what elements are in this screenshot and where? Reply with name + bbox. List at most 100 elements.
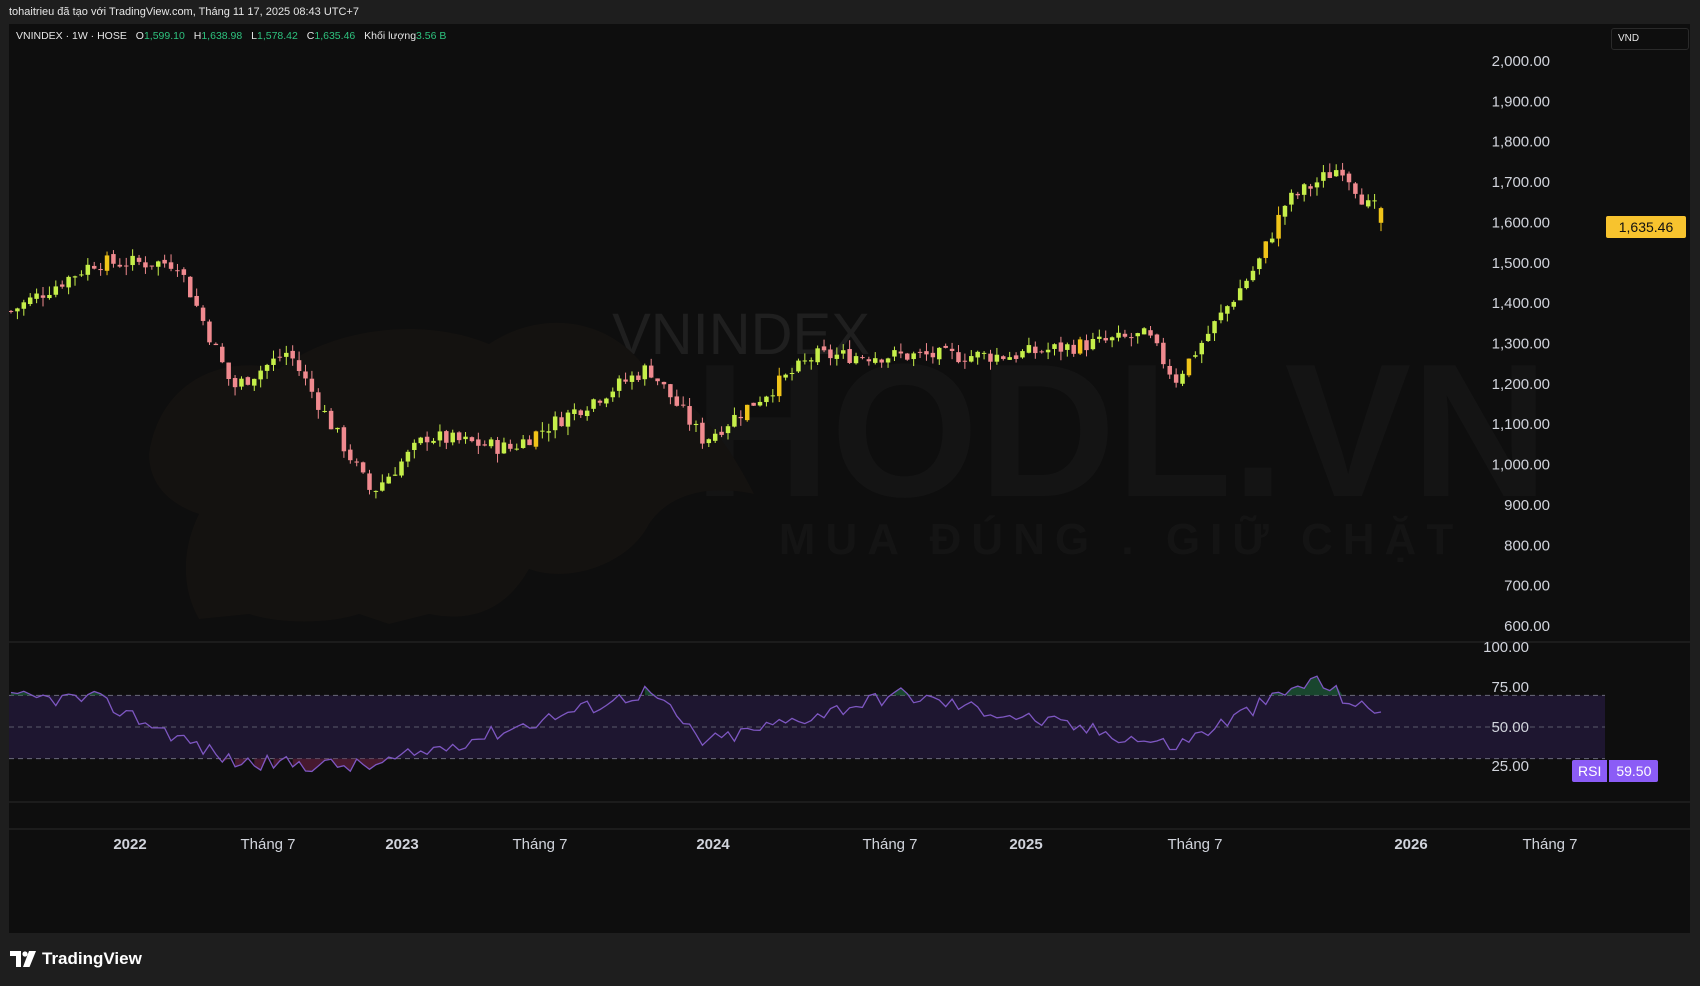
candle	[79, 270, 84, 277]
candle	[988, 349, 993, 370]
candle	[418, 436, 423, 446]
candle-body	[943, 345, 948, 348]
candle-body	[123, 265, 129, 267]
rsi-oversold-fill	[222, 758, 402, 772]
candle-body	[264, 364, 270, 371]
candle-body	[700, 422, 705, 444]
candle-body	[578, 410, 584, 416]
candle-body	[117, 264, 123, 267]
chart-canvas[interactable]: VNINDEX HODL.VN MUA ĐÚNG . GIỮ CHẶT 2,00…	[9, 24, 1690, 933]
price-tick-label: 900.00	[1504, 497, 1550, 514]
candle	[1301, 183, 1307, 202]
candle-body	[981, 352, 987, 354]
candle-body	[725, 426, 731, 434]
candle	[744, 404, 750, 422]
candle-body	[1020, 351, 1025, 358]
time-tick-label: 2026	[1394, 836, 1427, 853]
candle	[9, 309, 14, 314]
watermark-brand: HODL.VN	[694, 325, 1549, 537]
candle-body	[962, 360, 968, 362]
candle-body	[546, 431, 551, 433]
candle-body	[72, 276, 78, 278]
candle-body	[1071, 344, 1076, 354]
candle-body	[879, 359, 884, 363]
candle	[1122, 329, 1128, 339]
candle-body	[1116, 332, 1121, 338]
candle-body	[885, 358, 891, 363]
candle-body	[1109, 337, 1115, 341]
candle-body	[924, 351, 929, 355]
time-tick-label: Tháng 7	[1522, 836, 1577, 853]
candle-body	[252, 378, 257, 386]
candle-body	[1052, 344, 1057, 349]
candle-body	[674, 396, 680, 406]
tradingview-logo[interactable]: TradingView	[10, 949, 142, 969]
candle-body	[1001, 356, 1006, 359]
rsi-tick-label: 25.00	[1491, 758, 1529, 775]
candle-body	[1173, 374, 1179, 383]
candle-body	[751, 402, 756, 406]
time-axis[interactable]: 2022 Tháng 7 2023 Tháng 7 2024 Tháng 7 2025 Thá…	[113, 836, 1577, 853]
candle	[783, 373, 788, 381]
candle	[40, 287, 46, 307]
candle	[1065, 342, 1070, 357]
candle-body	[757, 401, 763, 406]
candle	[520, 434, 526, 449]
candle	[91, 261, 97, 270]
symbol-legend[interactable]: VNINDEX · 1W · HOSE O1,599.10 H1,638.98 …	[16, 30, 446, 42]
candle	[1237, 279, 1243, 301]
volume-label: Khối lượng	[364, 30, 417, 42]
candle	[911, 351, 916, 367]
candle	[873, 352, 878, 365]
candle-body	[1148, 330, 1153, 336]
rsi-axis[interactable]: 100.00 75.00 50.00 25.00	[1483, 639, 1529, 775]
candle-body	[412, 442, 417, 451]
candle	[969, 350, 974, 363]
price-axis[interactable]: 2,000.00 1,900.00 1,800.00 1,700.00 1,600.00…	[1492, 53, 1550, 635]
candle	[444, 429, 449, 450]
candle-body	[1058, 342, 1064, 352]
candle	[303, 364, 308, 386]
price-tick-label: 1,600.00	[1492, 214, 1550, 231]
time-tick-label: Tháng 7	[1167, 836, 1222, 853]
candle	[668, 383, 673, 405]
candle	[1109, 336, 1115, 348]
low-value: 1,578.42	[256, 30, 298, 42]
watermark-slogan: MUA ĐÚNG . GIỮ CHẶT	[779, 514, 1463, 564]
currency-selector[interactable]: VND	[1611, 28, 1689, 50]
candle-body	[162, 259, 167, 264]
candle	[680, 396, 686, 408]
price-tick-label: 1,100.00	[1492, 416, 1550, 433]
time-tick-label: 2023	[385, 836, 418, 853]
candle-body	[136, 257, 142, 262]
candle-body	[335, 427, 340, 430]
candle-body	[834, 354, 840, 359]
candle-body	[853, 356, 859, 364]
candle-body	[1250, 270, 1256, 281]
candle-body	[85, 264, 91, 275]
candle	[232, 375, 238, 396]
candle-body	[732, 414, 737, 427]
candle-body	[21, 302, 27, 309]
candle-body	[1225, 306, 1230, 314]
candle	[1289, 189, 1294, 212]
candle	[1186, 358, 1192, 378]
price-tick-label: 1,800.00	[1492, 134, 1550, 151]
candle-body	[815, 348, 820, 363]
candle-body	[405, 451, 411, 462]
candle	[316, 388, 321, 419]
candle-body	[1154, 334, 1160, 344]
candle-body	[40, 295, 46, 298]
candle	[469, 436, 475, 443]
candle	[53, 280, 59, 298]
candle	[1205, 325, 1211, 343]
candle	[937, 347, 942, 365]
candle-body	[437, 431, 443, 441]
candle	[1020, 349, 1025, 359]
candle	[1257, 257, 1262, 275]
candle	[930, 346, 936, 364]
price-tick-label: 2,000.00	[1492, 53, 1550, 70]
candle-body	[565, 412, 571, 427]
chart-panel[interactable]: VNINDEX HODL.VN MUA ĐÚNG . GIỮ CHẶT 2,00…	[9, 24, 1690, 933]
candle	[604, 397, 609, 408]
